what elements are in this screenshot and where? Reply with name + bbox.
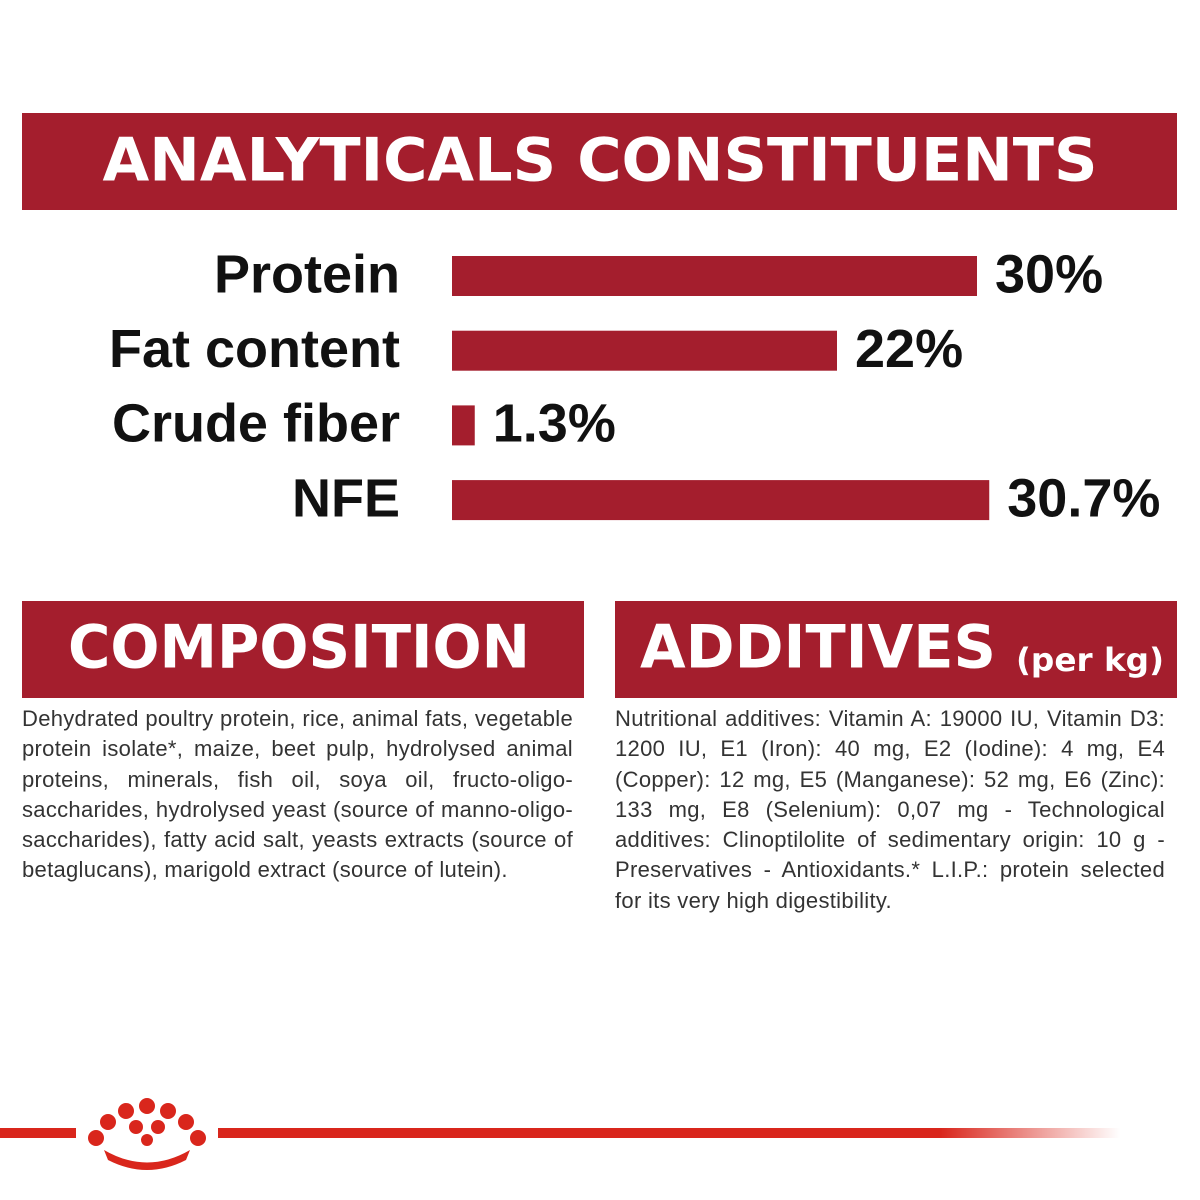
category-label: Fat content bbox=[109, 319, 400, 379]
additives-text: Nutritional additives: Vitamin A: 19000 … bbox=[615, 706, 1165, 913]
category-label: NFE bbox=[292, 468, 400, 528]
bar bbox=[452, 256, 977, 296]
bar bbox=[452, 330, 837, 371]
value-label: 30.7% bbox=[1007, 468, 1160, 528]
additives-title: ADDITIVES bbox=[640, 613, 996, 683]
footer-line bbox=[218, 1128, 1120, 1138]
additives-subtitle: (per kg) bbox=[1016, 641, 1164, 679]
header-banner bbox=[22, 113, 1177, 210]
bar bbox=[452, 405, 475, 446]
footer-line bbox=[0, 1128, 76, 1138]
category-label: Crude fiber bbox=[112, 394, 400, 454]
composition-banner bbox=[22, 601, 584, 698]
additives-banner bbox=[615, 601, 1177, 698]
value-label: 30% bbox=[995, 244, 1103, 304]
chart-title: ANALYTICALS CONSTITUENTS bbox=[103, 126, 1098, 196]
value-label: 1.3% bbox=[493, 394, 616, 454]
value-label: 22% bbox=[855, 319, 963, 379]
bar-chart: Protein 30% Fat content 22% Crude fiber 1.3% N… bbox=[109, 244, 1160, 528]
logo bbox=[88, 1098, 206, 1170]
composition-title: COMPOSITION bbox=[68, 613, 530, 683]
composition-text: Dehydrated poultry protein, rice, animal… bbox=[22, 706, 573, 883]
category-label: Protein bbox=[214, 244, 400, 304]
bar bbox=[452, 480, 990, 521]
